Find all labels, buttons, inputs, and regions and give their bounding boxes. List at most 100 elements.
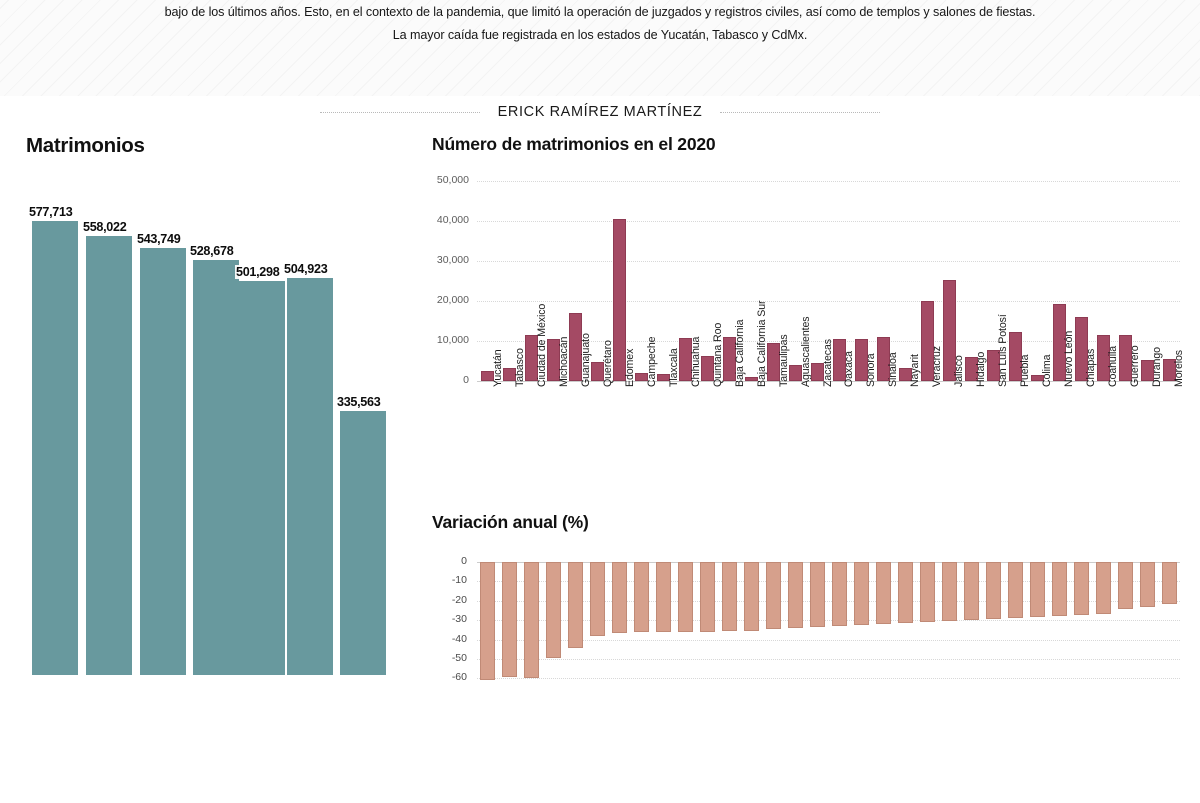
- x-axis-tick-label: Chihuahua: [689, 336, 702, 387]
- x-axis-tick-label: Baja California: [733, 319, 746, 387]
- state-bar: [986, 349, 1000, 381]
- y-axis-tick-label: 20,000: [436, 294, 469, 306]
- state-bar: [1140, 360, 1154, 381]
- state-bar: [1030, 375, 1044, 381]
- variacion-anual-bar-chart: 0 -10 -20 -30 -40 -50 -60: [420, 548, 1200, 803]
- variacion-bar: [1095, 562, 1111, 615]
- variacion-bar: [1051, 562, 1067, 617]
- matrimonios-bar-chart: 577,713 558,022 543,749 528,678 501,298 504,9…: [0, 172, 420, 675]
- variacion-bar: [919, 562, 935, 623]
- variacion-bar: [1073, 562, 1089, 616]
- gridline: [477, 341, 1180, 342]
- variacion-bar: [1029, 562, 1045, 618]
- variacion-bar: [524, 562, 540, 679]
- x-axis-tick-label: Durango: [1151, 347, 1164, 387]
- variacion-bar: [502, 562, 518, 678]
- gridline: [477, 639, 1180, 641]
- byline-container: ERICK RAMÍREZ MARTÍNEZ: [0, 96, 1200, 128]
- y-axis-tick-label: 50,000: [436, 174, 469, 186]
- gridline: [477, 600, 1180, 602]
- variacion-bar: [1007, 562, 1023, 619]
- variacion-bar: [985, 562, 1001, 620]
- matrimonios-bar-value: 501,298: [235, 265, 281, 280]
- x-axis-tick-label: Zacatecas: [821, 339, 834, 387]
- variacion-bar: [1117, 562, 1133, 609]
- x-axis-tick-label: Quintana Roo: [711, 322, 724, 387]
- state-bar: [1118, 335, 1132, 381]
- matrimonios-bar: [86, 236, 132, 675]
- variacion-bar: [656, 562, 672, 632]
- gridline: [477, 181, 1180, 182]
- y-axis-tick-label: 0: [461, 555, 467, 567]
- state-bar: [745, 377, 759, 381]
- x-axis-tick-label: Guanajuato: [579, 333, 592, 387]
- matrimonios-bar: [239, 281, 285, 675]
- y-axis-tick-label: 30,000: [436, 254, 469, 266]
- x-axis-tick-label: Tabasco: [513, 348, 526, 387]
- mid-chart-title: Número de matrimonios en el 2020: [432, 134, 716, 154]
- state-bar: [503, 367, 517, 381]
- state-bar: [942, 280, 956, 381]
- byline-rule-left: [319, 111, 480, 113]
- x-axis-tick-label: Campeche: [645, 336, 658, 387]
- state-bar: [1052, 303, 1066, 381]
- variacion-bar: [788, 562, 804, 628]
- y-axis-tick-label: -40: [451, 632, 467, 645]
- right-chart-panel: Número de matrimonios en el 2020 0 10,000…: [420, 128, 1200, 683]
- state-bar: [635, 372, 649, 381]
- variacion-bar: [766, 562, 782, 629]
- x-axis-tick-label: Oaxaca: [843, 351, 856, 387]
- x-axis-tick-label: Querétaro: [601, 340, 614, 387]
- y-axis-tick-label: -60: [451, 671, 467, 684]
- deck-line-1: bajo de los últimos años. Esto, en el co…: [164, 5, 1036, 19]
- variacion-bar: [963, 562, 979, 621]
- variacion-bar: [634, 562, 650, 632]
- left-chart-title: Matrimonios: [26, 134, 145, 157]
- y-axis-tick-label: -30: [451, 613, 467, 626]
- variacion-bar: [480, 562, 496, 681]
- variacion-bar: [722, 562, 738, 631]
- variacion-bar: [1161, 562, 1177, 604]
- state-bar: [767, 343, 781, 381]
- x-axis-tick-label: Nuevo León: [1063, 330, 1076, 387]
- x-axis-tick-label: Coahuila: [1107, 345, 1120, 387]
- x-axis-tick-label: Colima: [1041, 354, 1054, 387]
- variacion-bar: [831, 562, 847, 627]
- state-bar: [569, 313, 583, 381]
- numero-matrimonios-bar-chart: 0 10,000 20,000 30,000 40,000 50,000 Yucatán Ta…: [420, 168, 1200, 388]
- state-bar: [701, 355, 715, 381]
- y-axis-tick-label: -10: [451, 574, 467, 587]
- x-axis-tick-label: Guerrero: [1129, 345, 1142, 387]
- state-bar: [832, 339, 846, 381]
- state-bar: [723, 336, 737, 381]
- x-axis-tick-label: Nayarit: [909, 354, 922, 387]
- matrimonios-bar-value: 558,022: [82, 220, 128, 235]
- state-bar: [811, 363, 825, 381]
- y-axis-tick-label: 0: [463, 374, 469, 386]
- state-bar: [789, 364, 803, 381]
- x-axis-tick-label: Michoacán: [557, 336, 570, 387]
- state-bar: [964, 357, 978, 381]
- matrimonios-bar-value: 504,923: [283, 262, 329, 277]
- variacion-bar: [853, 562, 869, 626]
- matrimonios-bar-value: 335,563: [336, 395, 382, 410]
- x-axis-tick-label: Ciudad de México: [535, 303, 548, 387]
- variacion-bar: [678, 562, 694, 632]
- x-axis-tick-label: Sonora: [865, 353, 878, 387]
- x-axis-tick-label: Edomex: [623, 348, 636, 387]
- variacion-bar: [1139, 562, 1155, 607]
- gridline: [477, 678, 1180, 680]
- x-axis-tick-label: Tlaxcala: [667, 348, 680, 387]
- header-band: bajo de los últimos años. Esto, en el co…: [0, 0, 1200, 96]
- bottom-chart-title: Variación anual (%): [432, 512, 589, 532]
- matrimonios-bar: [287, 278, 333, 675]
- variacion-bar: [568, 562, 584, 649]
- variacion-bar: [744, 562, 760, 631]
- x-axis-tick-label: Jalisco: [953, 355, 966, 387]
- variacion-bar: [612, 562, 628, 633]
- gridline: [477, 581, 1180, 583]
- axis-baseline: [477, 381, 1180, 382]
- y-axis-tick-label: 40,000: [436, 214, 469, 226]
- gridline: [477, 261, 1180, 262]
- byline-author: ERICK RAMÍREZ MARTÍNEZ: [497, 104, 703, 120]
